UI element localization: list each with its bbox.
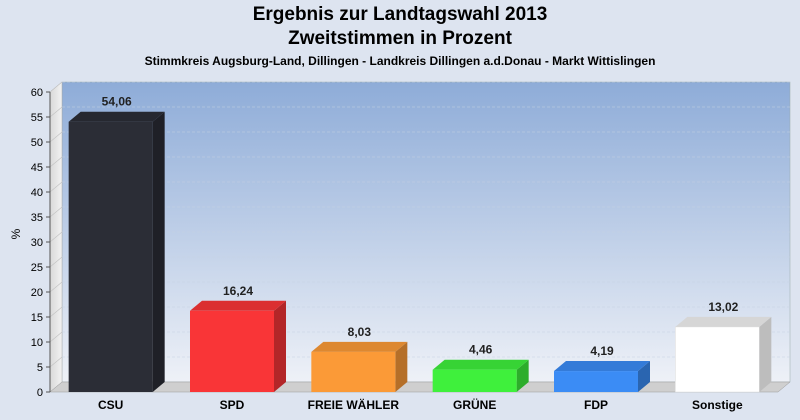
gridline-side <box>49 81 63 93</box>
x-tick-label: FREIE WÄHLER <box>308 397 400 412</box>
bar-top-grüne <box>432 359 529 370</box>
y-tick-label: 50 <box>31 137 43 149</box>
bar-csu <box>68 121 153 392</box>
data-label: 16,24 <box>223 284 253 298</box>
bar-freie-wähler <box>311 351 396 392</box>
y-tick-label: 45 <box>31 162 43 174</box>
y-tick-label: 35 <box>31 212 43 224</box>
y-tick-label: 5 <box>37 362 43 374</box>
x-tick-label: Sonstige <box>692 398 743 412</box>
y-tick-label: 15 <box>31 312 43 324</box>
y-tick-label: 0 <box>37 387 43 399</box>
gridline-side <box>49 331 63 343</box>
data-label: 54,06 <box>102 95 132 109</box>
bar-top-csu <box>68 111 165 122</box>
y-tick-label: 10 <box>31 337 43 349</box>
chart-title: Ergebnis zur Landtagswahl 2013 <box>252 4 548 25</box>
data-label: 4,46 <box>469 343 493 357</box>
y-tick-label: 25 <box>31 262 43 274</box>
bar-side-grüne <box>516 359 529 392</box>
gridline-side <box>49 281 63 293</box>
bar-side-sonstige <box>759 316 772 392</box>
chart-subtitle: Zweitstimmen in Prozent <box>288 28 512 49</box>
y-tick-label: 60 <box>31 87 43 99</box>
bar-top-freie-wähler <box>311 341 408 352</box>
bar-spd <box>190 310 274 392</box>
bar-grüne <box>432 369 517 392</box>
gridline-side <box>49 356 63 368</box>
gridline-side <box>49 306 63 318</box>
gridline-side <box>49 206 63 218</box>
data-label: 13,02 <box>708 300 738 314</box>
gridline-side <box>49 256 63 268</box>
x-tick-label: GRÜNE <box>453 397 496 412</box>
y-axis-label: % <box>9 228 23 239</box>
data-label: 8,03 <box>348 325 372 339</box>
y-tick-label: 55 <box>31 112 43 124</box>
bar-top-spd <box>190 300 286 311</box>
bar-fdp <box>554 371 638 392</box>
x-tick-label: SPD <box>220 398 245 412</box>
chart-caption: Stimmkreis Augsburg-Land, Dillingen - La… <box>144 54 656 68</box>
bar-side-spd <box>274 300 286 392</box>
data-label: 4,19 <box>590 344 614 358</box>
bar-side-csu <box>152 111 165 392</box>
gridline-side <box>49 156 63 168</box>
bar-top-fdp <box>554 361 650 372</box>
y-tick-label: 40 <box>31 187 43 199</box>
gridline-side <box>49 231 63 243</box>
y-tick-label: 20 <box>31 287 43 299</box>
gridline-side <box>49 106 63 118</box>
bar-side-freie-wähler <box>395 341 408 392</box>
gridline-side <box>49 131 63 143</box>
y-tick-label: 30 <box>31 237 43 249</box>
gridline-side <box>49 181 63 193</box>
x-tick-label: FDP <box>584 398 608 412</box>
bar-top-sonstige <box>675 316 772 327</box>
x-tick-label: CSU <box>98 398 123 412</box>
bar-side-fdp <box>638 361 650 392</box>
bar-sonstige <box>675 326 760 393</box>
